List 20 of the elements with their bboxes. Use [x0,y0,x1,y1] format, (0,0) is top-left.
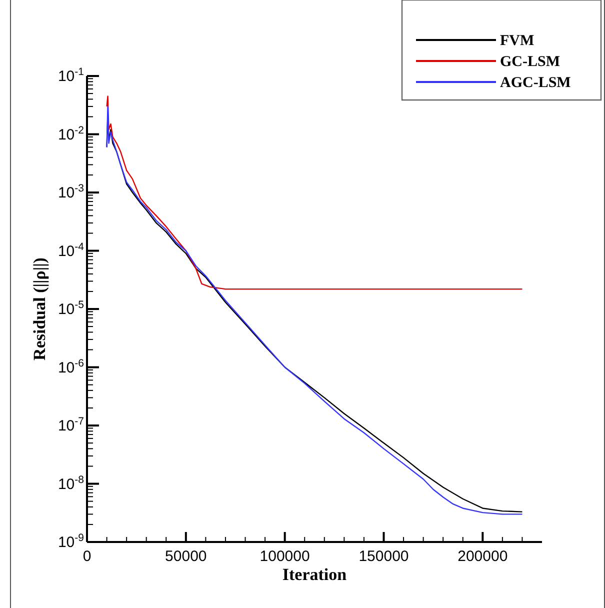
x-axis-title: Iteration [282,565,348,584]
y-tick-label: 10$^{-2}$ [58,124,84,144]
y-tick-label: 10$^{-5}$ [58,299,84,318]
x-tick-label: 0 [82,548,92,565]
y-tick-label: 10$^{-7}$ [58,416,84,434]
line-series [106,96,523,290]
y-tick-label: 10$^{-3}$ [58,182,84,202]
y-tick-label: 10$^{-9}$ [58,532,84,551]
legend-label: FVM [500,33,534,49]
y-tick-label: 10$^{-6}$ [58,357,84,376]
x-tick-label: 200000 [458,548,508,565]
y-tick-label: 10$^{-1}$ [58,66,84,85]
y-tick-label: 10$^{-8}$ [58,474,84,493]
y-axis-title: Residual (||ρ||) [30,258,49,360]
legend-label: GC-LSM [500,54,560,70]
x-tick-label: 100000 [260,548,310,565]
legend-label: AGC-LSM [500,75,571,91]
x-tick-label: 150000 [358,548,409,565]
x-tick-label: 50000 [165,548,207,565]
y-tick-label: 10$^{-4}$ [58,240,84,260]
